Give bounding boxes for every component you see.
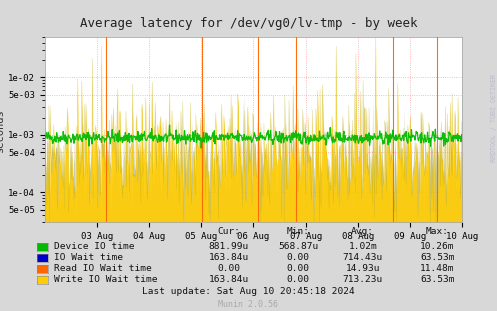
Text: 63.53m: 63.53m <box>420 275 455 284</box>
Text: RRDTOOL / TOBI OETIKER: RRDTOOL / TOBI OETIKER <box>491 74 497 162</box>
Text: 881.99u: 881.99u <box>209 242 248 251</box>
Text: Write IO Wait time: Write IO Wait time <box>54 275 157 284</box>
Text: 568.87u: 568.87u <box>278 242 318 251</box>
Text: 10.26m: 10.26m <box>420 242 455 251</box>
Text: IO Wait time: IO Wait time <box>54 253 123 262</box>
Y-axis label: seconds: seconds <box>0 108 5 152</box>
Text: 713.23u: 713.23u <box>343 275 383 284</box>
Text: 0.00: 0.00 <box>287 253 310 262</box>
Text: Average latency for /dev/vg0/lv-tmp - by week: Average latency for /dev/vg0/lv-tmp - by… <box>80 17 417 30</box>
Text: 714.43u: 714.43u <box>343 253 383 262</box>
Text: 163.84u: 163.84u <box>209 253 248 262</box>
Text: Read IO Wait time: Read IO Wait time <box>54 264 152 273</box>
Text: 14.93u: 14.93u <box>345 264 380 273</box>
Text: 11.48m: 11.48m <box>420 264 455 273</box>
Text: 0.00: 0.00 <box>287 275 310 284</box>
Text: Max:: Max: <box>426 227 449 236</box>
Text: Avg:: Avg: <box>351 227 374 236</box>
Text: 0.00: 0.00 <box>287 264 310 273</box>
Text: Min:: Min: <box>287 227 310 236</box>
Text: 0.00: 0.00 <box>217 264 240 273</box>
Text: Munin 2.0.56: Munin 2.0.56 <box>219 300 278 309</box>
Text: Cur:: Cur: <box>217 227 240 236</box>
Text: Device IO time: Device IO time <box>54 242 134 251</box>
Text: Last update: Sat Aug 10 20:45:18 2024: Last update: Sat Aug 10 20:45:18 2024 <box>142 287 355 296</box>
Text: 1.02m: 1.02m <box>348 242 377 251</box>
Text: 163.84u: 163.84u <box>209 275 248 284</box>
Text: 63.53m: 63.53m <box>420 253 455 262</box>
